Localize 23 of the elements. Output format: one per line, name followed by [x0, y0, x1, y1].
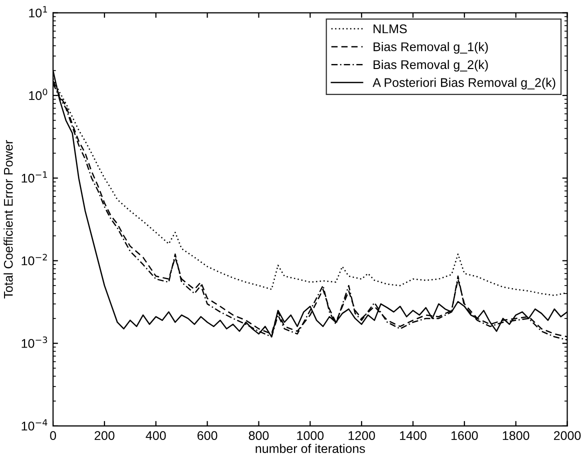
y-tick-label: 10$^{−1}$ [22, 171, 47, 183]
x-tick-label: 600 [198, 431, 218, 440]
x-tick-label: 1200 [348, 431, 375, 440]
x-tick-label: 400 [146, 431, 166, 440]
x-tick-label: 1800 [502, 431, 530, 440]
legend-label: A Posteriori Bias Removal g_2(k) [372, 78, 556, 90]
y-tick-label: 10$^{−2}$ [22, 254, 47, 266]
x-tick-label: 1000 [297, 431, 324, 440]
y-tick-label: 10$^{−4}$ [22, 419, 48, 431]
y-tick-label: 10$^{0}$ [29, 88, 48, 100]
x-tick-label: 200 [94, 431, 114, 440]
y-tick-label: 10$^{−3}$ [22, 336, 48, 348]
legend-label: Bias Removal g_2(k) [374, 60, 488, 72]
x-tick-label: 2000 [554, 431, 581, 440]
legend-label: Bias Removal g_1(k) [374, 42, 488, 54]
x-tick-label: 800 [248, 431, 269, 440]
y-axis-title: Total Coefficient Error Power [4, 140, 13, 299]
y-tick-label: 10$^{1}$ [29, 6, 47, 18]
legend-label: NLMS [374, 24, 407, 34]
x-axis-title: number of iterations [256, 444, 365, 454]
x-tick-label: 1400 [400, 431, 426, 440]
x-tick-label: 1600 [451, 431, 478, 440]
x-tick-label: 0 [50, 431, 56, 440]
